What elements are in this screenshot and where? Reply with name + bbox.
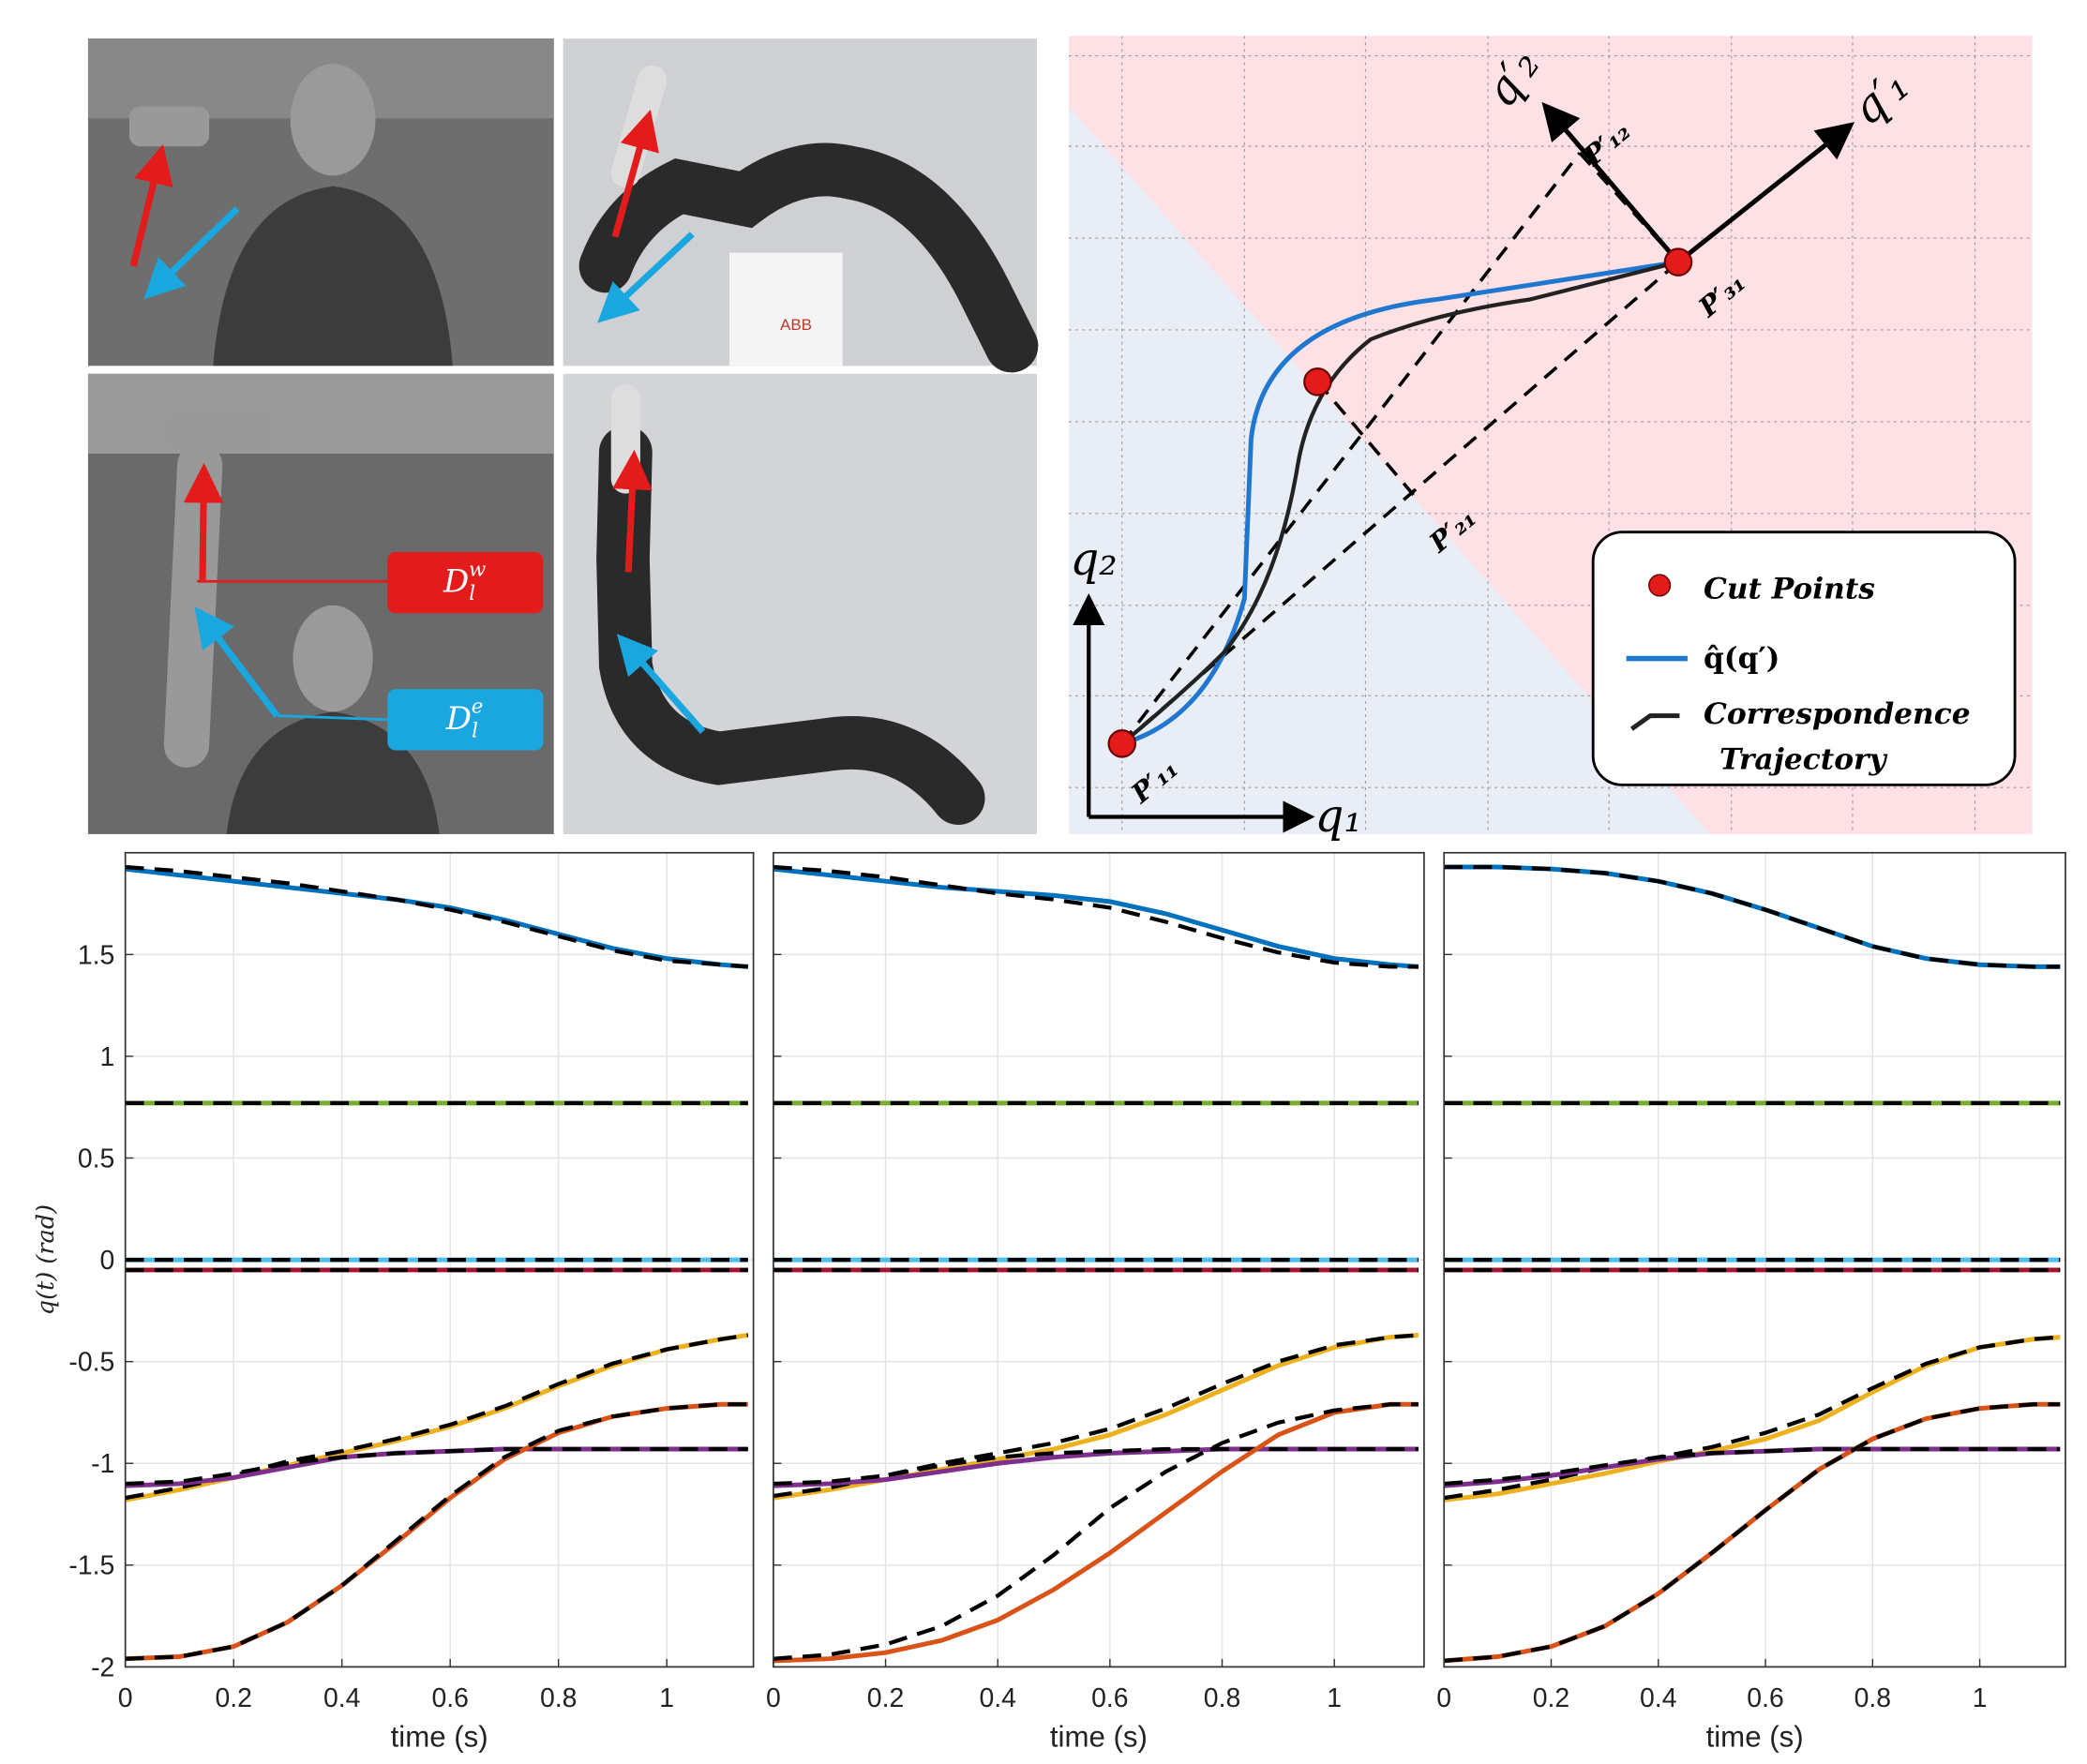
x-tick-label: 0 bbox=[766, 1683, 781, 1713]
figure: ABB Dlw Dle q′₁ q′₂ q₁ q₂ P′₁₁ P′₂₁ P′₃₁… bbox=[0, 0, 2087, 1764]
label-sub: l bbox=[472, 719, 478, 742]
label-sup: e bbox=[472, 695, 484, 719]
y-tick-label: 1 bbox=[100, 1042, 115, 1072]
robot-brand: ABB bbox=[780, 316, 812, 334]
label-base: D bbox=[443, 563, 469, 601]
y-tick-label: 0.5 bbox=[78, 1144, 114, 1174]
x-tick-label: 1 bbox=[1327, 1683, 1342, 1713]
x-tick-label: 0.2 bbox=[215, 1683, 251, 1713]
charts: 0 0.2 0.4 0.6 0.8 1 -2 -1.5 -1 -0.5 0 0.5 1 1.5 time (… bbox=[32, 853, 2065, 1754]
x-axis-label: time (s) bbox=[1706, 1721, 1804, 1754]
x-tick-label: 0.6 bbox=[431, 1683, 468, 1713]
x-tick-label: 0.2 bbox=[1533, 1683, 1569, 1713]
x-tick-label: 0.6 bbox=[1091, 1683, 1128, 1713]
label-sub: l bbox=[469, 582, 475, 605]
legend-label: q̂(q′) bbox=[1704, 641, 1779, 675]
x-tick-label: 0 bbox=[1436, 1683, 1451, 1713]
x-tick-label: 0.8 bbox=[540, 1683, 577, 1713]
label-sup: w bbox=[469, 559, 486, 582]
x-tick-label: 0.6 bbox=[1747, 1683, 1783, 1713]
diagram: q′₁ q′₂ q₁ q₂ P′₁₁ P′₂₁ P′₃₁ P′₁₂ Cut Po… bbox=[1069, 36, 2033, 843]
y-tick-label: -1 bbox=[91, 1449, 114, 1479]
line-chart: 0 0.2 0.4 0.6 0.8 1 time (s) bbox=[766, 853, 1424, 1754]
y-tick-label: 1.5 bbox=[78, 940, 114, 970]
legend-label: Trajectory bbox=[1719, 742, 1887, 776]
axis-label: q₂ bbox=[1070, 533, 1117, 586]
label-elbow: Dle bbox=[445, 695, 484, 743]
y-tick-label: -2 bbox=[91, 1652, 114, 1682]
axis-label: q₁ bbox=[1315, 790, 1362, 843]
legend-label: Cut Points bbox=[1704, 573, 1875, 606]
x-tick-label: 0 bbox=[118, 1683, 133, 1713]
x-tick-label: 0.4 bbox=[1640, 1683, 1676, 1713]
x-tick-label: 1 bbox=[659, 1683, 674, 1713]
x-tick-label: 0.8 bbox=[1854, 1683, 1891, 1713]
y-tick-label: -1.5 bbox=[68, 1551, 114, 1581]
y-axis-label: q(t) (rad) bbox=[32, 1204, 60, 1315]
x-tick-label: 0.8 bbox=[1204, 1683, 1240, 1713]
x-tick-label: 1 bbox=[1973, 1683, 1988, 1713]
label-base: D bbox=[445, 700, 472, 738]
x-axis-label: time (s) bbox=[1050, 1721, 1148, 1754]
page: ABB Dlw Dle q′₁ q′₂ q₁ q₂ P′₁₁ P′₂₁ P′₃₁… bbox=[0, 0, 2087, 1764]
legend-label: Correspondence bbox=[1704, 697, 1971, 731]
x-tick-label: 0.2 bbox=[867, 1683, 904, 1713]
line-chart: 0 0.2 0.4 0.6 0.8 1 time (s) bbox=[1436, 853, 2065, 1754]
line-chart: 0 0.2 0.4 0.6 0.8 1 -2 -1.5 -1 -0.5 0 0.5 1 1.5 time (… bbox=[32, 853, 754, 1754]
x-tick-label: 0.4 bbox=[323, 1683, 360, 1713]
y-tick-label: 0 bbox=[100, 1246, 115, 1276]
y-tick-label: -0.5 bbox=[68, 1348, 114, 1378]
x-axis-label: time (s) bbox=[391, 1721, 488, 1754]
x-tick-label: 0.4 bbox=[979, 1683, 1015, 1713]
photo-panels: ABB Dlw Dle bbox=[88, 38, 1037, 834]
